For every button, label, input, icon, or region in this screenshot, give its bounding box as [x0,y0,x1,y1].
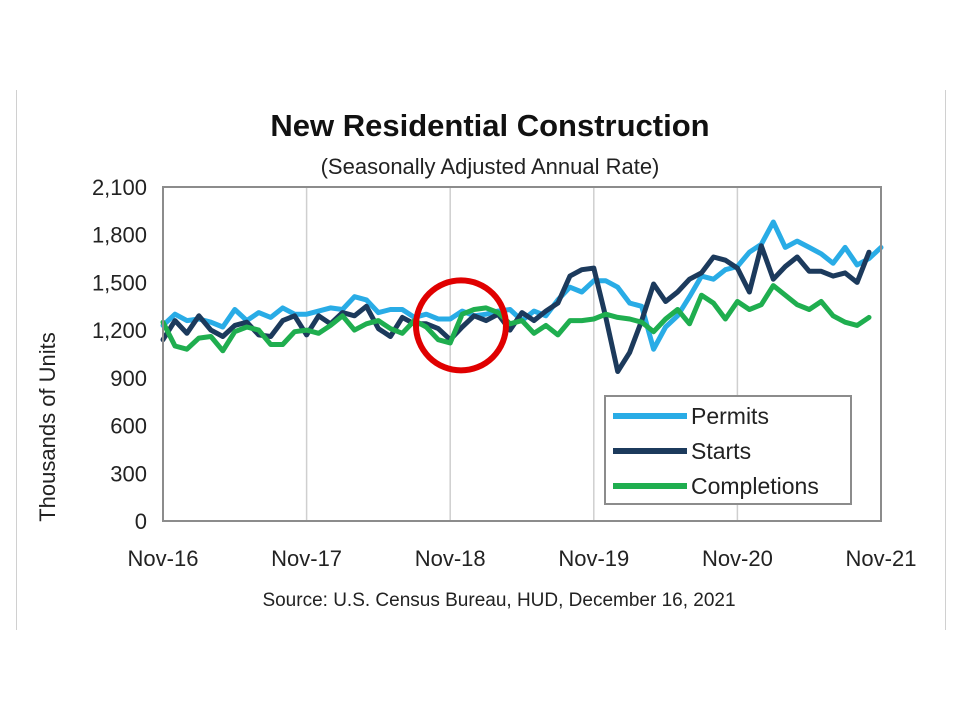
legend-label-starts: Starts [691,438,751,464]
plot-layer: 0 300 600 900 1,200 1,500 1,800 2,100 Nov-16 Nov-… [92,175,917,571]
y-tick-label: 300 [110,461,147,486]
series-line-completions [160,283,872,354]
legend-label-permits: Permits [691,403,769,429]
y-tick-label: 2,100 [92,175,147,200]
x-tick-label: Nov-16 [128,546,199,571]
legend-label-completions: Completions [691,473,819,499]
y-axis-title: Thousands of Units [35,332,60,522]
y-tick-label: 0 [135,509,147,534]
chart-title: New Residential Construction [270,108,709,143]
x-tick-label: Nov-19 [558,546,629,571]
series-line-starts [160,243,872,374]
y-tick-label: 1,500 [92,270,147,295]
plot-frame [162,186,882,522]
y-tick-label: 1,200 [92,318,147,343]
highlight-circle [412,277,509,374]
chart-svg: New Residential Construction (Seasonally… [35,108,917,611]
chart-figure: New Residential Construction (Seasonally… [16,90,946,630]
chart-subtitle: (Seasonally Adjusted Annual Rate) [321,154,660,179]
source-note: Source: U.S. Census Bureau, HUD, Decembe… [262,590,735,611]
y-tick-label: 900 [110,366,147,391]
x-tick-label: Nov-17 [271,546,342,571]
y-tick-label: 1,800 [92,223,147,248]
y-tick-label: 600 [110,414,147,439]
x-tick-label: Nov-21 [846,546,917,571]
x-tick-label: Nov-18 [415,546,486,571]
x-tick-label: Nov-20 [702,546,773,571]
